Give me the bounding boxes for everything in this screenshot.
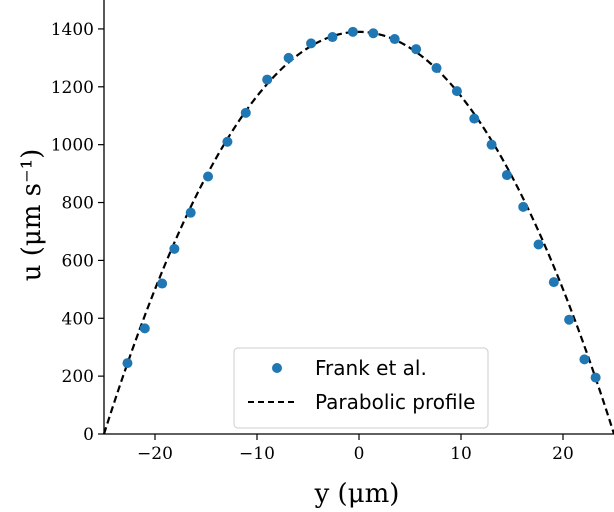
data-point (368, 28, 379, 39)
y-tick-label: 1200 (51, 78, 94, 98)
data-point (122, 358, 133, 369)
legend-frame (233, 347, 489, 429)
data-point (389, 34, 400, 45)
y-tick-label: 800 (62, 194, 94, 214)
y-tick-label: 600 (62, 251, 94, 271)
data-point (486, 139, 497, 150)
data-point (327, 32, 338, 43)
data-point (283, 52, 294, 63)
y-axis-label: u (μm s⁻¹) (17, 149, 47, 282)
plot-area (102, 26, 614, 435)
x-tick-label: 10 (450, 444, 472, 464)
data-point (431, 62, 442, 73)
x-ticks: −20 −10 0 10 20 (137, 434, 574, 464)
legend-label-parabolic: Parabolic profile (315, 390, 475, 414)
y-tick-label: 1400 (51, 20, 94, 40)
x-tick-label: 0 (354, 444, 365, 464)
data-point (139, 323, 150, 334)
y-tick-label: 1000 (51, 136, 94, 156)
data-point (533, 239, 544, 250)
data-point (548, 277, 559, 288)
data-point (469, 113, 480, 124)
data-point (518, 201, 529, 212)
data-point (306, 38, 317, 49)
x-tick-label: −20 (137, 444, 173, 464)
data-point (203, 171, 214, 182)
data-point (411, 44, 422, 55)
y-tick-label: 0 (83, 425, 94, 445)
data-point (501, 170, 512, 181)
legend: Frank et al. Parabolic profile (233, 347, 489, 429)
data-point (590, 372, 601, 383)
y-ticks: 0 200 400 600 800 1000 1200 1400 (51, 20, 104, 445)
data-point (169, 243, 180, 254)
data-point (564, 314, 575, 325)
data-point (185, 207, 196, 218)
data-point (347, 26, 358, 37)
data-point (222, 136, 233, 147)
data-point (579, 354, 590, 365)
data-point (157, 278, 168, 289)
x-tick-label: 20 (552, 444, 574, 464)
x-tick-label: −10 (239, 444, 275, 464)
legend-label-frank: Frank et al. (315, 356, 427, 380)
parabolic-profile-line (102, 30, 614, 435)
data-point (240, 107, 251, 118)
legend-marker-frank (272, 363, 282, 373)
data-point (262, 74, 273, 85)
y-tick-label: 400 (62, 309, 94, 329)
data-point (451, 86, 462, 97)
x-axis-label: y (μm) (314, 479, 400, 509)
y-tick-label: 200 (62, 367, 94, 387)
